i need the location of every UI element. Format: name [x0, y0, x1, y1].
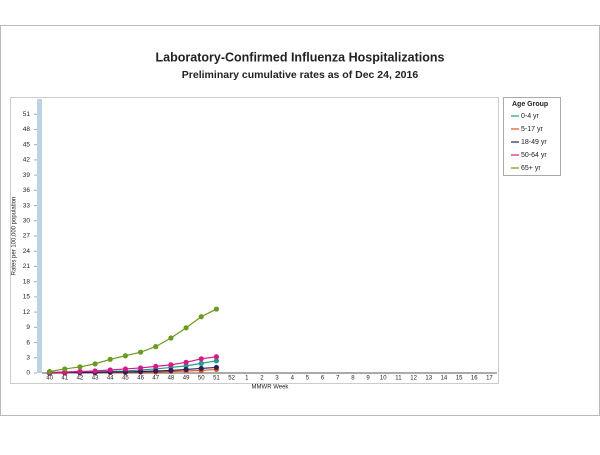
axis-band: [37, 99, 42, 373]
x-tick-label: 51: [213, 376, 220, 382]
x-tick-label: 11: [395, 376, 402, 382]
data-point: [183, 363, 189, 369]
data-point: [198, 360, 204, 366]
x-tick-label: 16: [471, 376, 478, 382]
x-tick-label: 7: [336, 376, 340, 382]
data-point: [213, 364, 220, 371]
y-tick-label: 24: [23, 248, 31, 255]
data-point: [213, 306, 220, 312]
data-point: [153, 368, 159, 374]
legend-label: 18-49 yr: [521, 139, 547, 146]
legend-label: 0-4 yr: [521, 113, 540, 120]
data-point: [183, 366, 189, 373]
data-point: [183, 325, 189, 331]
data-point: [153, 363, 159, 370]
y-tick-label: 33: [23, 202, 31, 209]
data-point: [153, 344, 159, 350]
x-tick-label: 2: [260, 376, 264, 382]
data-point: [122, 366, 129, 372]
x-tick-label: 12: [410, 376, 417, 382]
legend-title: Age Group: [512, 101, 548, 108]
x-tick-label: 47: [152, 376, 159, 382]
chart-title: Laboratory-Confirmed Influenza Hospitali…: [156, 50, 445, 64]
x-tick-label: 40: [46, 376, 53, 382]
data-point: [137, 349, 144, 355]
y-tick-label: 51: [23, 111, 31, 118]
x-tick-label: 49: [183, 376, 190, 382]
data-point: [137, 368, 144, 375]
y-tick-label: 18: [23, 278, 31, 285]
data-point: [137, 365, 144, 371]
y-tick-label: 36: [23, 187, 31, 194]
x-tick-label: 14: [441, 376, 448, 382]
legend-box: [503, 97, 561, 176]
data-point: [198, 365, 204, 372]
data-point: [62, 366, 68, 372]
chart-subtitle: Preliminary cumulative rates as of Dec 2…: [182, 69, 419, 81]
x-tick-label: 46: [137, 376, 144, 382]
x-tick-label: 43: [92, 376, 99, 382]
x-tick-label: 45: [122, 376, 129, 382]
x-tick-label: 10: [380, 376, 387, 382]
data-point: [168, 335, 174, 341]
y-tick-label: 48: [23, 126, 31, 133]
legend-label: 65+ yr: [521, 165, 541, 172]
x-tick-label: 41: [61, 376, 68, 382]
legend-label: 5-17 yr: [521, 126, 543, 133]
y-tick-label: 42: [23, 157, 31, 164]
x-tick-label: 13: [425, 376, 432, 382]
x-tick-label: 50: [198, 376, 205, 382]
y-tick-label: 12: [23, 309, 31, 316]
plot-frame: [10, 97, 499, 384]
y-tick-label: 15: [23, 294, 31, 301]
data-point: [107, 356, 113, 362]
y-tick-label: 0: [26, 370, 30, 377]
x-tick-label: 48: [168, 376, 175, 382]
data-point: [213, 354, 220, 360]
x-tick-label: 6: [321, 376, 325, 382]
data-point: [77, 364, 83, 370]
legend-label: 50-64 yr: [521, 152, 547, 159]
data-point: [92, 361, 98, 367]
y-tick-label: 9: [26, 324, 30, 331]
y-tick-label: 6: [26, 339, 30, 346]
data-point: [46, 368, 53, 375]
data-point: [107, 367, 113, 373]
x-tick-label: 42: [77, 376, 84, 382]
x-tick-label: 44: [107, 376, 114, 382]
data-point: [92, 368, 98, 374]
x-tick-label: 4: [291, 376, 295, 382]
y-tick-label: 30: [23, 217, 31, 224]
y-tick-label: 3: [26, 354, 30, 361]
data-point: [198, 314, 204, 320]
x-tick-label: 8: [351, 376, 355, 382]
x-tick-label: 5: [306, 376, 310, 382]
data-point: [183, 359, 189, 365]
x-tick-label: 17: [486, 376, 493, 382]
x-tick-label: 15: [456, 376, 463, 382]
x-tick-label: 9: [366, 376, 370, 382]
y-tick-label: 21: [23, 263, 31, 270]
data-point: [168, 362, 174, 368]
y-tick-label: 39: [23, 172, 31, 179]
y-axis-label: Rates per 100,000 population: [12, 197, 18, 276]
x-tick-label: 3: [275, 376, 279, 382]
y-tick-label: 27: [23, 233, 31, 240]
x-axis-label: MMWR Week: [252, 385, 290, 391]
data-point: [122, 353, 129, 359]
data-point: [168, 367, 174, 374]
data-point: [213, 358, 220, 364]
data-point: [77, 368, 83, 375]
x-tick-label: 1: [245, 376, 249, 382]
y-tick-label: 45: [23, 141, 31, 148]
data-point: [198, 356, 204, 362]
x-tick-label: 52: [228, 376, 235, 382]
